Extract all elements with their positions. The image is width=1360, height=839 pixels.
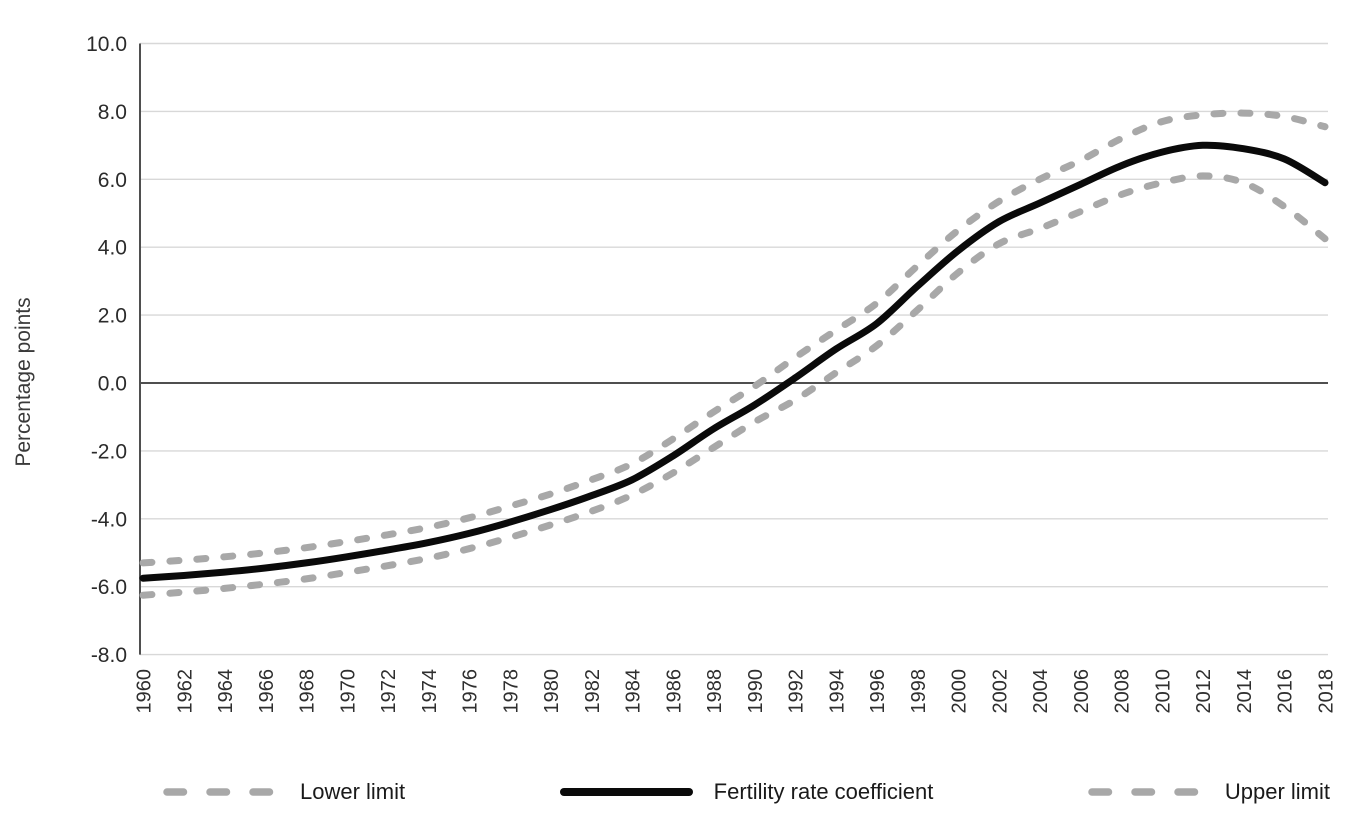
x-tick-label: 2014 bbox=[1234, 669, 1256, 714]
x-tick-label: 1974 bbox=[419, 669, 441, 714]
y-axis-title: Percentage points bbox=[12, 297, 35, 466]
x-tick-label: 1962 bbox=[174, 669, 196, 714]
y-tick-label: -2.0 bbox=[91, 440, 127, 463]
y-tick-label: 6.0 bbox=[98, 169, 127, 192]
x-tick-label: 1964 bbox=[215, 669, 237, 714]
tick-labels: 10.0 8.0 6.0 4.0 2.0 0.0 -2.0 -4.0 -6.0 -8.0 1960 1… bbox=[86, 33, 1337, 714]
fertility-rate-line bbox=[139, 141, 1329, 582]
x-tick-label: 1984 bbox=[623, 669, 645, 714]
y-tick-label: 2.0 bbox=[98, 305, 127, 328]
x-tick-label: 1960 bbox=[134, 669, 156, 714]
y-tick-label: 4.0 bbox=[98, 237, 127, 260]
x-tick-label: 1972 bbox=[378, 669, 400, 714]
x-tick-label: 2004 bbox=[1030, 669, 1052, 714]
y-tick-label: -4.0 bbox=[91, 508, 127, 531]
legend-label-lower-limit: Lower limit bbox=[300, 779, 406, 804]
dashed-line-swatch bbox=[1088, 788, 1204, 796]
y-tick-label: -6.0 bbox=[91, 576, 127, 599]
x-tick-label: 2006 bbox=[1071, 669, 1093, 714]
x-tick-label: 1990 bbox=[745, 669, 767, 714]
dashed-line-swatch bbox=[163, 788, 279, 796]
x-tick-label: 2018 bbox=[1316, 669, 1338, 714]
x-tick-label: 2002 bbox=[989, 669, 1011, 714]
x-tick-label: 2016 bbox=[1275, 669, 1297, 714]
legend: Lower limit Fertility rate coefficient U… bbox=[162, 770, 1330, 814]
y-tick-label: 8.0 bbox=[98, 101, 127, 124]
x-tick-label: 1980 bbox=[541, 669, 563, 714]
legend-label-upper-limit: Upper limit bbox=[1224, 779, 1330, 804]
y-tick-label: 0.0 bbox=[98, 373, 127, 396]
legend-item-upper-limit: Upper limit bbox=[1087, 779, 1330, 805]
x-tick-label: 1998 bbox=[908, 669, 930, 714]
x-tick-label: 1982 bbox=[582, 669, 604, 714]
x-tick-label: 1976 bbox=[460, 669, 482, 714]
gridlines bbox=[140, 42, 1328, 656]
legend-label-fertility: Fertility rate coefficient bbox=[713, 779, 934, 804]
legend-item-fertility: Fertility rate coefficient bbox=[559, 779, 934, 805]
upper-limit-line bbox=[139, 109, 1329, 567]
x-tick-label: 1966 bbox=[256, 669, 278, 714]
x-tick-label: 1994 bbox=[826, 669, 848, 714]
x-tick-label: 2008 bbox=[1112, 669, 1134, 714]
x-tick-label: 1970 bbox=[337, 669, 359, 714]
lower-limit-line bbox=[139, 172, 1329, 599]
y-tick-label: 10.0 bbox=[86, 33, 127, 56]
x-tick-label: 1992 bbox=[786, 669, 808, 714]
solid-line-swatch bbox=[559, 788, 693, 796]
legend-item-lower-limit: Lower limit bbox=[162, 779, 405, 805]
data-series bbox=[139, 109, 1329, 599]
x-tick-label: 2012 bbox=[1193, 669, 1215, 714]
x-tick-label: 2010 bbox=[1152, 669, 1174, 714]
y-tick-label: -8.0 bbox=[91, 644, 127, 667]
x-tick-label: 1986 bbox=[663, 669, 685, 714]
x-tick-label: 2000 bbox=[949, 669, 971, 714]
x-tick-label: 1988 bbox=[704, 669, 726, 714]
x-tick-label: 1996 bbox=[867, 669, 889, 714]
x-tick-label: 1968 bbox=[297, 669, 319, 714]
x-tick-label: 1978 bbox=[500, 669, 522, 714]
